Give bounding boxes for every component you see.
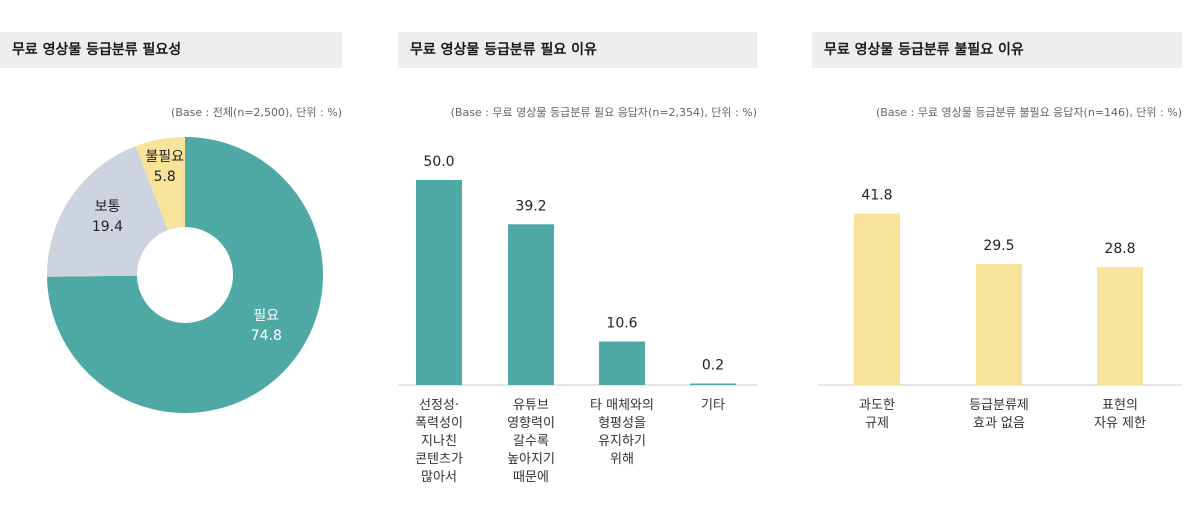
chart3-category-label-0-0: 과도한 bbox=[859, 398, 895, 413]
chart2-category-label-0-1: 폭력성이 bbox=[415, 416, 463, 431]
chart3-category-label-0-1: 규제 bbox=[865, 416, 889, 431]
chart2-category-label-3-0: 기타 bbox=[701, 398, 725, 413]
chart2-category-label-1-4: 때문에 bbox=[513, 470, 549, 485]
chart2-category-label-2-0: 타 매체와의 bbox=[590, 398, 654, 413]
chart2-category-label-0-0: 선정성· bbox=[419, 398, 459, 413]
chart1-title: 무료 영상물 등급분류 필요성 bbox=[0, 32, 342, 68]
chart2-category-label-2-1: 형평성을 bbox=[598, 416, 646, 431]
chart3-bar-value-2: 28.8 bbox=[1104, 241, 1135, 257]
pie-slice-0 bbox=[47, 137, 323, 413]
chart3-category-label-2-0: 표현의 bbox=[1102, 398, 1138, 413]
chart2-category-label-0-3: 콘텐츠가 bbox=[415, 452, 463, 467]
chart3-title: 무료 영상물 등급분류 불필요 이유 bbox=[812, 32, 1182, 68]
chart3-base-note: (Base : 무료 영상물 등급분류 불필요 응답자(n=146), 단위 :… bbox=[875, 106, 1182, 119]
chart2-bar-2 bbox=[599, 341, 645, 385]
chart2-bar-value-1: 39.2 bbox=[515, 198, 546, 214]
chart3-bar-0 bbox=[854, 213, 900, 385]
chart3-category-label-1-0: 등급분류제 bbox=[969, 398, 1029, 413]
chart2-category-label-0-4: 많아서 bbox=[421, 470, 457, 485]
chart2-bar-value-0: 50.0 bbox=[423, 154, 454, 170]
chart2-category-label-1-3: 높아지기 bbox=[507, 452, 555, 467]
chart3-bar-value-1: 29.5 bbox=[983, 238, 1014, 254]
chart2-category-label-2-3: 위해 bbox=[610, 452, 634, 467]
chart2-category-label-1-1: 영향력이 bbox=[507, 416, 555, 431]
chart2-category-label-0-2: 지나친 bbox=[421, 434, 457, 449]
chart2-category-label-1-2: 갈수록 bbox=[513, 434, 549, 449]
pie-slice-value-1: 19.4 bbox=[92, 219, 123, 235]
chart2-category-label-1-0: 유튜브 bbox=[513, 398, 549, 413]
chart3-category-label-2-1: 자유 제한 bbox=[1094, 416, 1146, 431]
chart2-category-label-2-2: 유지하기 bbox=[598, 434, 646, 449]
pie-slice-value-0: 74.8 bbox=[251, 328, 282, 344]
chart1-base-note: (Base : 전체(n=2,500), 단위 : %) bbox=[171, 106, 342, 119]
pie-slice-label-2: 불필요 bbox=[145, 149, 184, 165]
pie-slice-label-0: 필요 bbox=[253, 308, 279, 324]
chart2-bar-0 bbox=[416, 180, 462, 385]
chart2-bar-value-3: 0.2 bbox=[702, 358, 724, 374]
chart2-title: 무료 영상물 등급분류 필요 이유 bbox=[398, 32, 757, 68]
pie-slice-label-1: 보통 bbox=[95, 199, 121, 215]
chart3-bar-2 bbox=[1097, 266, 1143, 385]
chart3-bar-value-0: 41.8 bbox=[861, 188, 892, 204]
chart3-category-label-1-1: 효과 없음 bbox=[973, 416, 1025, 431]
chart3-bar-1 bbox=[976, 264, 1022, 385]
chart2-bar-3 bbox=[690, 383, 736, 385]
chart2-bar-value-2: 10.6 bbox=[606, 316, 637, 332]
chart2-base-note: (Base : 무료 영상물 등급분류 필요 응답자(n=2,354), 단위 … bbox=[450, 106, 757, 119]
pie-slice-2 bbox=[135, 137, 185, 231]
pie-slice-1 bbox=[47, 146, 168, 277]
pie-slice-value-2: 5.8 bbox=[154, 169, 176, 185]
chart2-bar-1 bbox=[508, 224, 554, 385]
